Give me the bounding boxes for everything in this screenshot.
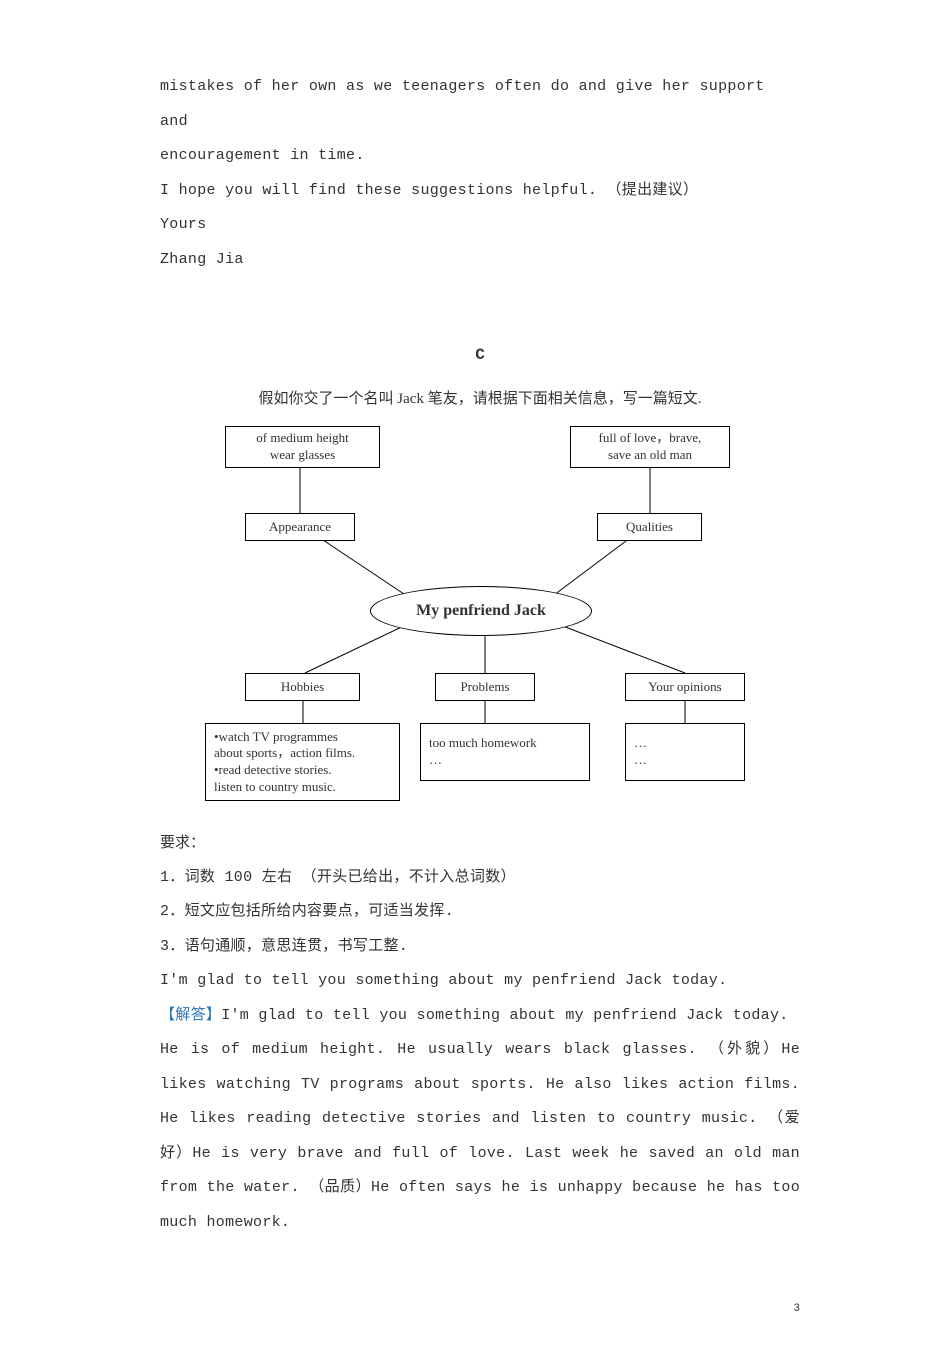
intro-text: 假如你交了一个名叫 Jack 笔友，请根据下面相关信息，写一篇短文. — [160, 382, 800, 417]
qualities-label: Qualities — [626, 519, 673, 536]
answer-p2: He is of medium height. He usually wears… — [160, 1033, 800, 1240]
top-line-1: mistakes of her own as we teenagers ofte… — [160, 70, 800, 139]
opinions-detail-1: … — [634, 735, 647, 752]
penfriend-diagram: of medium height wear glasses full of lo… — [185, 418, 775, 808]
hobbies-detail-2: about sports，action films. — [214, 745, 355, 762]
answer-block: 【解答】I'm glad to tell you something about… — [160, 999, 800, 1034]
hobbies-detail-box: •watch TV programmes about sports，action… — [205, 723, 400, 801]
answer-label: 【解答】 — [160, 1007, 221, 1024]
top-line-3: I hope you will find these suggestions h… — [160, 174, 800, 209]
requirements-title: 要求： — [160, 826, 800, 861]
appearance-detail-2: wear glasses — [270, 447, 335, 464]
top-line-4: Yours — [160, 208, 800, 243]
hobbies-label: Hobbies — [281, 679, 324, 696]
qualities-detail-1: full of love，brave, — [599, 430, 702, 447]
requirement-3: 3．语句通顺，意思连贯，书写工整. — [160, 930, 800, 965]
problems-detail-1: too much homework — [429, 735, 537, 752]
qualities-label-box: Qualities — [597, 513, 702, 541]
hobbies-detail-1: •watch TV programmes — [214, 729, 338, 746]
appearance-detail-1: of medium height — [256, 430, 348, 447]
opinions-label-box: Your opinions — [625, 673, 745, 701]
hobbies-detail-3: •read detective stories. — [214, 762, 332, 779]
appearance-detail-box: of medium height wear glasses — [225, 426, 380, 468]
problems-detail-2: … — [429, 752, 442, 769]
appearance-label: Appearance — [269, 519, 331, 536]
problems-label: Problems — [460, 679, 509, 696]
problems-detail-box: too much homework … — [420, 723, 590, 781]
diagram-wrap: of medium height wear glasses full of lo… — [185, 418, 775, 808]
appearance-label-box: Appearance — [245, 513, 355, 541]
opinions-detail-box: … … — [625, 723, 745, 781]
opinions-label: Your opinions — [648, 679, 721, 696]
top-line-5: Zhang Jia — [160, 243, 800, 278]
hobbies-detail-4: listen to country music. — [214, 779, 336, 796]
problems-label-box: Problems — [435, 673, 535, 701]
center-oval: My penfriend Jack — [370, 586, 592, 636]
diagram-title: My penfriend Jack — [416, 601, 546, 622]
given-sentence: I'm glad to tell you something about my … — [160, 964, 800, 999]
hobbies-label-box: Hobbies — [245, 673, 360, 701]
answer-p1: I'm glad to tell you something about my … — [221, 1007, 788, 1024]
requirement-1: 1．词数 100 左右 （开头已给出，不计入总词数） — [160, 861, 800, 896]
qualities-detail-box: full of love，brave, save an old man — [570, 426, 730, 468]
requirement-2: 2．短文应包括所给内容要点，可适当发挥. — [160, 895, 800, 930]
top-paragraph: mistakes of her own as we teenagers ofte… — [160, 70, 800, 277]
top-line-2: encouragement in time. — [160, 139, 800, 174]
qualities-detail-2: save an old man — [608, 447, 692, 464]
document-page: mistakes of her own as we teenagers ofte… — [0, 0, 950, 1346]
section-label: C — [160, 337, 800, 374]
opinions-detail-2: … — [634, 752, 647, 769]
page-number: 3 — [793, 1297, 800, 1322]
